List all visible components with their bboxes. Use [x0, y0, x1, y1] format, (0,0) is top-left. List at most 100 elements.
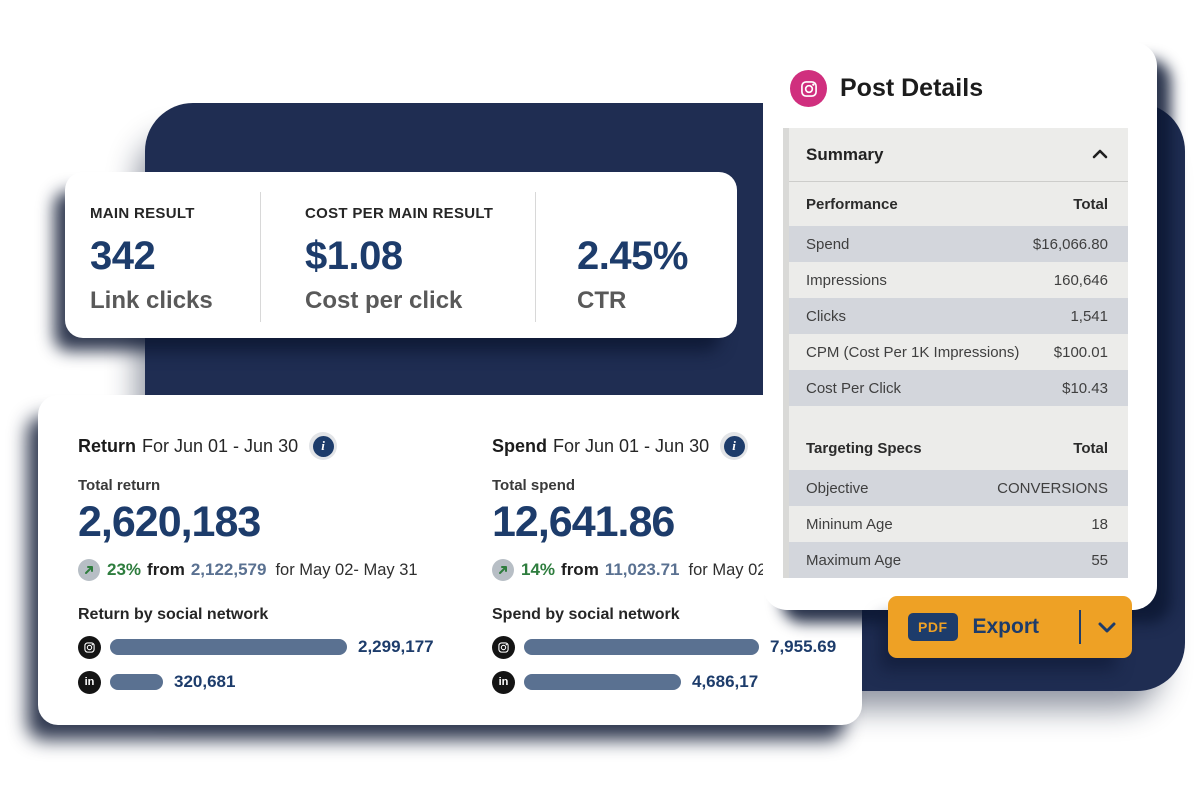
- change-percent: 14%: [521, 560, 556, 579]
- kpi-sublabel: CTR: [577, 287, 627, 314]
- table-gap: [789, 406, 1128, 426]
- summary-collapse-header[interactable]: Summary: [789, 128, 1128, 182]
- row-label: Objective: [806, 479, 869, 497]
- bar-value: 7,955.69: [770, 637, 837, 656]
- kpi-main-result: MAIN RESULT 342 Link clicks: [65, 172, 260, 338]
- value-bar: [110, 674, 163, 690]
- row-label: CPM (Cost Per 1K Impressions): [806, 343, 1020, 361]
- table-row: Maximum Age 55: [789, 542, 1128, 578]
- previous-value: 11,023.71: [604, 560, 680, 579]
- section-period: For Jun 01 - Jun 30: [553, 435, 710, 456]
- instagram-icon: [78, 635, 101, 659]
- kpi-sublabel: Link clicks: [90, 287, 213, 314]
- table-row: Cost Per Click $10.43: [789, 370, 1128, 406]
- table-header-total: Total: [1073, 195, 1108, 213]
- export-label: Export: [972, 615, 1040, 638]
- chevron-down-icon[interactable]: [1098, 622, 1116, 633]
- table-row: Mininum Age 18: [789, 506, 1128, 542]
- summary-panel: Summary Performance Total Spend $16,066.…: [783, 128, 1128, 578]
- kpi-label: COST PER MAIN RESULT: [305, 205, 494, 222]
- value-bar: [524, 674, 681, 690]
- value-bar: [524, 639, 759, 655]
- total-label: Total return: [78, 477, 161, 494]
- post-details-title: Post Details: [840, 74, 984, 102]
- table-header-total: Total: [1073, 439, 1108, 457]
- kpi-label: [577, 205, 737, 223]
- pdf-badge: PDF: [908, 613, 958, 641]
- total-value: 12,641.86: [492, 498, 675, 546]
- metrics-card: Return For Jun 01 - Jun 30 i Total retur…: [38, 395, 862, 725]
- row-value: 160,646: [1053, 271, 1108, 289]
- value-bar: [110, 639, 347, 655]
- targeting-table: Objective CONVERSIONS Mininum Age 18 Max…: [789, 470, 1128, 578]
- change-percent: 23%: [107, 560, 142, 579]
- linkedin-icon: in: [78, 670, 101, 694]
- performance-table-header: Performance Total: [789, 182, 1128, 226]
- spend-title-row: Spend For Jun 01 - Jun 30 i: [492, 432, 862, 460]
- button-divider: [1079, 610, 1081, 644]
- change-row: 23% from 2,122,579 for May 02- May 31: [78, 559, 448, 581]
- table-row: Spend $16,066.80: [789, 226, 1128, 262]
- row-value: $16,066.80: [1032, 235, 1108, 253]
- spend-section: Spend For Jun 01 - Jun 30 i Total spend …: [492, 432, 862, 725]
- network-bar-row: in 4,686,17: [492, 670, 862, 694]
- kpi-cost-per-result: COST PER MAIN RESULT $1.08 Cost per clic…: [260, 172, 535, 338]
- table-row: Objective CONVERSIONS: [789, 470, 1128, 506]
- return-section: Return For Jun 01 - Jun 30 i Total retur…: [78, 432, 448, 725]
- section-period: For Jun 01 - Jun 30: [142, 435, 299, 456]
- bar-value: 2,299,177: [358, 637, 434, 656]
- row-label: Clicks: [806, 307, 846, 325]
- bar-value: 320,681: [174, 672, 236, 691]
- instagram-icon: [790, 70, 827, 107]
- bar-value: 4,686,17: [692, 672, 759, 691]
- post-details-header: Post Details: [763, 42, 1157, 107]
- kpi-label: MAIN RESULT: [90, 205, 195, 222]
- row-label: Mininum Age: [806, 515, 893, 533]
- kpi-ctr: 2.45% CTR: [535, 172, 737, 338]
- kpi-value: $1.08: [305, 234, 403, 278]
- summary-label: Summary: [806, 144, 884, 164]
- instagram-icon: [492, 635, 515, 659]
- performance-table: Spend $16,066.80 Impressions 160,646 Cli…: [789, 226, 1128, 406]
- breakdown-label: Spend by social network: [492, 606, 680, 623]
- kpi-summary-card: MAIN RESULT 342 Link clicks COST PER MAI…: [65, 172, 737, 338]
- linkedin-icon: in: [492, 670, 515, 694]
- table-row: CPM (Cost Per 1K Impressions) $100.01: [789, 334, 1128, 370]
- trend-up-icon: [78, 559, 100, 581]
- table-header-label: Performance: [806, 195, 898, 213]
- network-bar-row: 7,955.69: [492, 635, 862, 659]
- trend-up-icon: [492, 559, 514, 581]
- section-title: Return: [78, 435, 136, 456]
- export-button[interactable]: PDF Export: [888, 596, 1132, 658]
- kpi-value: 342: [90, 234, 156, 278]
- row-label: Cost Per Click: [806, 379, 902, 397]
- network-bar-row: in 320,681: [78, 670, 448, 694]
- row-value: 1,541: [1070, 307, 1108, 325]
- return-title-row: Return For Jun 01 - Jun 30 i: [78, 432, 448, 460]
- previous-period: for May 02- May 31: [275, 560, 418, 579]
- row-label: Spend: [806, 235, 850, 253]
- network-bar-row: 2,299,177: [78, 635, 448, 659]
- info-icon[interactable]: i: [309, 432, 338, 460]
- total-label: Total spend: [492, 477, 576, 494]
- row-value: 18: [1091, 515, 1108, 533]
- from-word: from: [561, 560, 599, 579]
- row-label: Impressions: [806, 271, 887, 289]
- row-value: $100.01: [1053, 343, 1108, 361]
- row-value: $10.43: [1062, 379, 1108, 397]
- info-icon[interactable]: i: [720, 432, 749, 460]
- post-details-card: Post Details Summary Performance Total S…: [763, 42, 1157, 610]
- kpi-value: 2.45%: [577, 234, 688, 278]
- previous-value: 2,122,579: [190, 560, 267, 579]
- from-word: from: [147, 560, 185, 579]
- table-header-label: Targeting Specs: [806, 439, 922, 457]
- total-value: 2,620,183: [78, 498, 261, 546]
- row-value: CONVERSIONS: [997, 479, 1108, 497]
- kpi-sublabel: Cost per click: [305, 287, 463, 314]
- section-title: Spend: [492, 435, 548, 456]
- chevron-up-icon[interactable]: [1092, 146, 1108, 164]
- row-label: Maximum Age: [806, 551, 902, 569]
- row-value: 55: [1091, 551, 1108, 569]
- targeting-table-header: Targeting Specs Total: [789, 426, 1128, 470]
